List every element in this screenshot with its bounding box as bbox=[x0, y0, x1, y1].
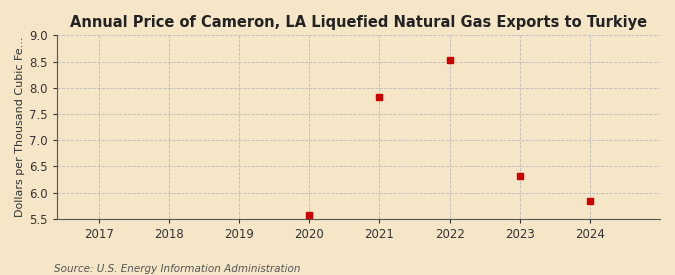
Text: Source: U.S. Energy Information Administration: Source: U.S. Energy Information Administ… bbox=[54, 264, 300, 274]
Title: Annual Price of Cameron, LA Liquefied Natural Gas Exports to Turkiye: Annual Price of Cameron, LA Liquefied Na… bbox=[70, 15, 647, 30]
Y-axis label: Dollars per Thousand Cubic Fe...: Dollars per Thousand Cubic Fe... bbox=[15, 37, 25, 217]
